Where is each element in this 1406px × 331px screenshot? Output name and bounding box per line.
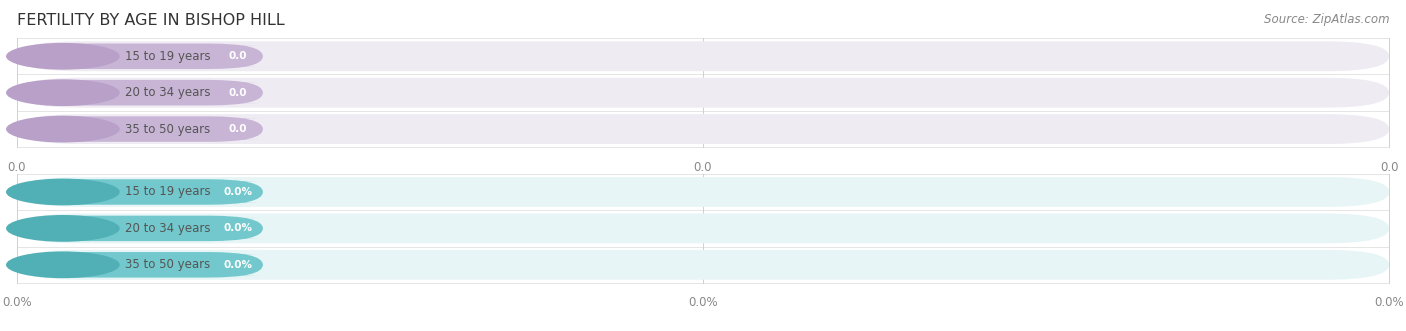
Text: 0.0: 0.0 [1379,161,1399,173]
FancyBboxPatch shape [17,250,1389,280]
FancyBboxPatch shape [17,116,263,142]
Circle shape [6,116,120,142]
Text: 0.0%: 0.0% [224,260,252,270]
FancyBboxPatch shape [17,43,263,69]
Text: 0.0%: 0.0% [1374,296,1405,309]
Text: 0.0: 0.0 [228,124,247,134]
Text: Source: ZipAtlas.com: Source: ZipAtlas.com [1264,13,1389,26]
FancyBboxPatch shape [17,179,263,205]
Text: 35 to 50 years: 35 to 50 years [125,258,211,271]
Text: 15 to 19 years: 15 to 19 years [125,185,211,199]
FancyBboxPatch shape [215,118,260,140]
Text: 20 to 34 years: 20 to 34 years [125,222,211,235]
FancyBboxPatch shape [215,82,260,103]
FancyBboxPatch shape [215,218,260,239]
Circle shape [6,43,120,70]
FancyBboxPatch shape [17,114,1389,144]
FancyBboxPatch shape [17,216,263,241]
FancyBboxPatch shape [17,213,1389,243]
Text: 15 to 19 years: 15 to 19 years [125,50,211,63]
Circle shape [6,79,120,106]
Circle shape [6,252,120,278]
Circle shape [6,179,120,205]
FancyBboxPatch shape [17,41,1389,71]
Text: 0.0: 0.0 [7,161,27,173]
Text: 0.0: 0.0 [693,161,713,173]
FancyBboxPatch shape [215,254,260,275]
Circle shape [6,215,120,242]
FancyBboxPatch shape [17,252,263,277]
Text: 0.0%: 0.0% [1,296,32,309]
Text: 0.0: 0.0 [228,51,247,61]
Text: 0.0%: 0.0% [688,296,718,309]
FancyBboxPatch shape [17,177,1389,207]
Text: 0.0%: 0.0% [224,187,252,197]
Text: 0.0: 0.0 [228,88,247,98]
FancyBboxPatch shape [17,80,263,105]
FancyBboxPatch shape [215,46,260,67]
FancyBboxPatch shape [17,78,1389,108]
Text: FERTILITY BY AGE IN BISHOP HILL: FERTILITY BY AGE IN BISHOP HILL [17,13,284,28]
Text: 20 to 34 years: 20 to 34 years [125,86,211,99]
Text: 0.0%: 0.0% [224,223,252,233]
FancyBboxPatch shape [215,181,260,203]
Text: 35 to 50 years: 35 to 50 years [125,122,211,136]
